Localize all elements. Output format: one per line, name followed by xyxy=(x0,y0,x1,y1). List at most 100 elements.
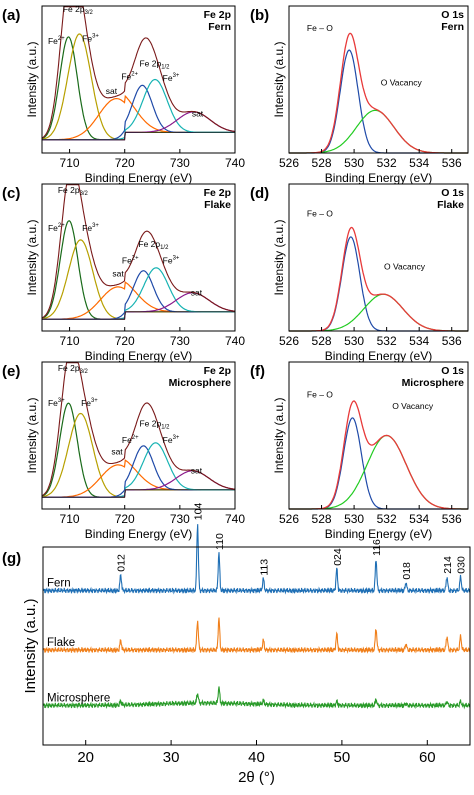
x-tick-label: 710 xyxy=(60,156,80,170)
panel-c: 710 720 730 740 Binding Energy (eV) Intensity… xyxy=(2,183,245,363)
x-tick-label: 530 xyxy=(344,334,364,348)
panel-a: 710 720 730 740 Binding Energy (eV) Intensity… xyxy=(2,4,245,185)
peak-annotation: Fe – O xyxy=(307,389,333,399)
peak-annotation: Fe 2p3/2 xyxy=(58,363,88,375)
x-tick-label: 536 xyxy=(442,512,462,526)
panel-label: (d) xyxy=(250,185,269,202)
panel-title-line: Flake xyxy=(437,199,464,211)
peak-annotation: sat xyxy=(106,86,118,96)
x-tick-label: 532 xyxy=(377,512,397,526)
reflection-label: 104 xyxy=(193,503,205,521)
x-tick-label: 710 xyxy=(60,334,80,348)
peak-annotation: sat xyxy=(192,108,204,118)
x-tick-label: 530 xyxy=(344,156,364,170)
panel-title-line: Fe 2p xyxy=(204,187,231,199)
x-tick-label: 720 xyxy=(115,512,135,526)
x-tick-label: 40 xyxy=(248,749,265,766)
x-tick-label: 536 xyxy=(442,334,462,348)
x-tick-label: 20 xyxy=(77,749,94,766)
x-tick-label: 526 xyxy=(279,334,299,348)
fitted-components xyxy=(289,236,468,332)
x-tick-label: 530 xyxy=(344,512,364,526)
fitted-components xyxy=(289,49,468,154)
component-peak-1 xyxy=(289,417,468,510)
x-tick-label: 534 xyxy=(409,334,429,348)
envelope-curve xyxy=(41,184,236,319)
panel-label: (f) xyxy=(250,363,265,380)
xrd-pattern-fern xyxy=(42,524,471,595)
peak-annotation: Fe2+ xyxy=(48,223,65,233)
x-tick-label: 730 xyxy=(170,334,190,348)
x-tick-label: 534 xyxy=(409,156,429,170)
reflection-label: 214 xyxy=(442,556,454,574)
panel-title-line: Fe 2p xyxy=(204,365,231,377)
x-tick-label: 710 xyxy=(60,512,80,526)
peak-annotation: Fe 2p1/2 xyxy=(138,239,168,251)
peak-annotation: Fe3+ xyxy=(163,73,180,83)
x-tick-label: 60 xyxy=(419,749,436,766)
envelope-curve xyxy=(289,32,468,154)
component-peak-2 xyxy=(289,293,468,332)
peak-annotation: Fe – O xyxy=(307,208,333,218)
x-tick-label: 720 xyxy=(115,156,135,170)
component-peak-6 xyxy=(42,111,236,141)
panel-title-line: Microsphere xyxy=(169,377,232,389)
peak-annotation: sat xyxy=(191,288,203,298)
component-peak-1 xyxy=(289,49,468,154)
x-tick-label: 528 xyxy=(312,512,332,526)
x-tick-label: 720 xyxy=(115,334,135,348)
background-line xyxy=(42,132,235,141)
peak-annotation: Fe2+ xyxy=(48,36,65,46)
panel-label: (c) xyxy=(2,185,20,202)
x-tick-label: 50 xyxy=(334,749,351,766)
plot-frame xyxy=(288,361,469,510)
series-label-micro: Microsphere xyxy=(47,692,110,704)
component-peak-2 xyxy=(289,109,468,154)
reflection-label: 030 xyxy=(456,556,468,574)
background-line xyxy=(42,489,235,498)
panel-title-line: Flake xyxy=(204,199,231,211)
peak-annotation: Fe2+ xyxy=(121,72,138,82)
panel-label: (g) xyxy=(2,550,21,567)
x-tick-label: 30 xyxy=(163,749,180,766)
background-line xyxy=(42,311,235,320)
component-peak-3 xyxy=(42,281,235,320)
peak-annotation: sat xyxy=(191,466,203,476)
panel-g: FernFlakeMicrosphere01210411011302411601… xyxy=(2,503,471,786)
x-tick-label: 526 xyxy=(279,512,299,526)
xrd-pattern-micro xyxy=(42,686,471,710)
x-tick-label: 730 xyxy=(170,512,190,526)
plot-frame xyxy=(41,5,236,154)
x-axis-label: Binding Energy (eV) xyxy=(325,527,432,541)
component-peak-3 xyxy=(42,459,235,498)
plot-frame xyxy=(288,5,469,154)
panel-label: (a) xyxy=(2,7,20,24)
envelope-curve xyxy=(289,226,468,332)
reflection-label: 024 xyxy=(332,548,344,566)
panel-title-line: Microsphere xyxy=(402,377,465,389)
panel-title-line: O 1s xyxy=(441,365,464,377)
peak-annotation: Fe 2p3/2 xyxy=(58,185,88,197)
xrd-pattern-flake xyxy=(42,617,471,655)
reflection-label: 110 xyxy=(214,533,226,550)
component-peak-1 xyxy=(289,236,468,332)
x-tick-label: 532 xyxy=(377,156,397,170)
panel-title-line: O 1s xyxy=(441,187,464,199)
peak-annotation: Fe2+ xyxy=(122,435,139,445)
panel-b: 526 528 530 532 534 536 Binding Energy (eV) Int… xyxy=(250,5,469,185)
peak-annotation: Fe3+ xyxy=(163,435,180,445)
component-peak-1 xyxy=(41,220,235,320)
x-tick-label: 528 xyxy=(312,334,332,348)
series-label-fern: Fern xyxy=(47,578,71,590)
envelope-curve xyxy=(289,400,468,510)
x-tick-label: 532 xyxy=(377,334,397,348)
panel-title-line: O 1s xyxy=(441,9,464,21)
peak-annotation: Fe 2p1/2 xyxy=(139,419,169,431)
peak-annotation: Fe3+ xyxy=(82,33,99,43)
fitted-components xyxy=(289,417,468,510)
series-label-flake: Flake xyxy=(47,637,75,649)
panel-f: 526 528 530 532 534 536 Binding Energy (eV) Int… xyxy=(250,361,469,541)
panel-label: (b) xyxy=(250,7,269,24)
peak-annotation: sat xyxy=(112,269,124,279)
